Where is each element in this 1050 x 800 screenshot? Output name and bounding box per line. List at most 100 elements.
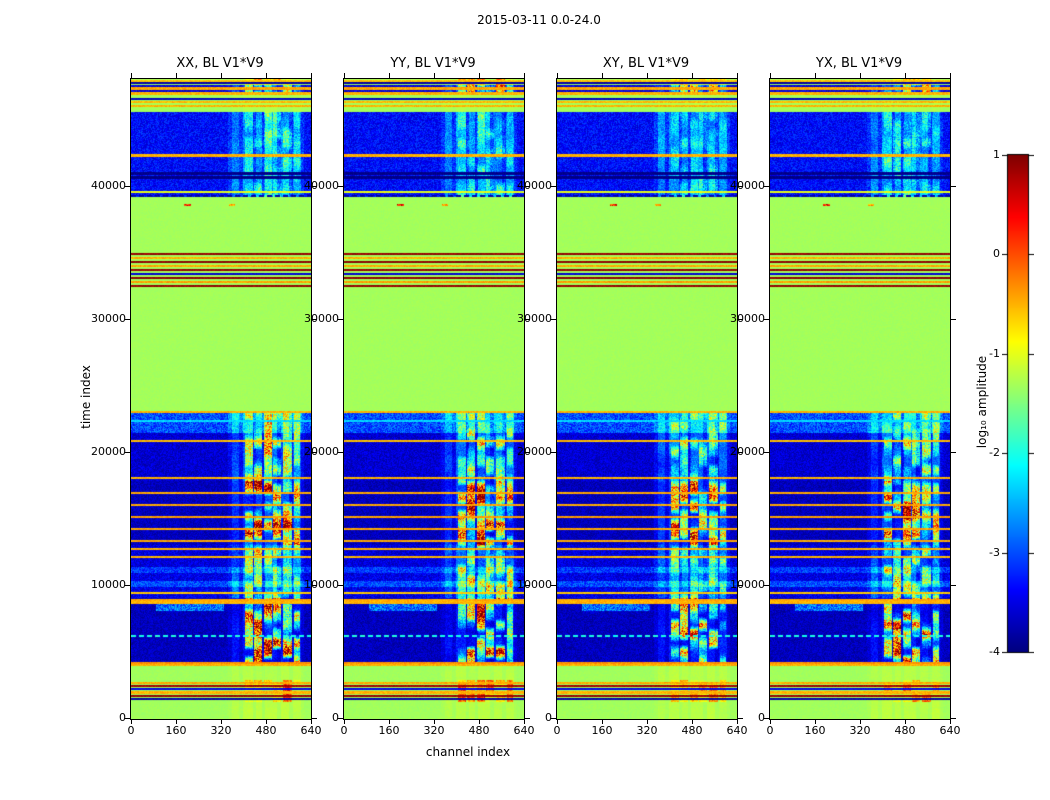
y-tick-label: 40000 — [517, 179, 552, 192]
x-tick-label: 160 — [378, 724, 400, 737]
axis-tick — [950, 719, 951, 724]
axis-tick — [125, 319, 130, 320]
axis-tick — [525, 718, 530, 719]
colorbar — [1002, 150, 1034, 657]
axis-tick — [815, 719, 816, 724]
colorbar-tick-label: 1 — [993, 148, 1000, 161]
axis-tick — [176, 719, 177, 724]
y-tick-label: 30000 — [730, 312, 765, 325]
x-tick-label: 320 — [210, 724, 232, 737]
axis-tick — [738, 585, 743, 586]
heatmap-frame-xx — [125, 73, 317, 724]
axis-tick — [312, 718, 317, 719]
axis-tick — [344, 73, 345, 78]
axis-tick — [125, 718, 130, 719]
axis-tick — [815, 73, 816, 78]
axis-tick — [737, 73, 738, 78]
axis-tick — [738, 718, 743, 719]
colorbar-tick-label: 0 — [993, 247, 1000, 261]
y-tick-label: 0 — [545, 711, 552, 724]
axis-tick — [770, 73, 771, 78]
axis-tick — [311, 719, 312, 724]
panel-title-xy: XY, BL V1*V9 — [602, 56, 690, 71]
x-tick-label: 0 — [766, 724, 774, 737]
panel-yy: YY, BL V1*V9 0 10000 20000 30000 40000 0 160 32… — [304, 56, 535, 737]
y-tick-label: 10000 — [730, 578, 765, 591]
axis-tick — [950, 73, 951, 78]
y-tick-label: 20000 — [304, 445, 339, 458]
colorbar-tick-label: -4 — [989, 645, 1000, 658]
axis-tick — [951, 186, 956, 187]
axis-tick — [738, 452, 743, 453]
axis-tick — [525, 186, 530, 187]
axis-tick — [647, 719, 648, 724]
heatmap-canvas-xx — [131, 79, 311, 719]
heatmap-frame-yy — [338, 73, 530, 724]
axis-tick — [647, 73, 648, 78]
axis-tick — [525, 319, 530, 320]
x-tick-label: 480 — [894, 724, 916, 737]
axis-tick — [434, 73, 435, 78]
x-tick-label: 640 — [726, 724, 748, 737]
panel-title-yx: YX, BL V1*V9 — [815, 56, 903, 71]
x-tick-label: 0 — [340, 724, 348, 737]
x-tick-label: 480 — [255, 724, 277, 737]
heatmap-frame-xy — [551, 73, 743, 724]
axis-tick — [125, 186, 130, 187]
axis-tick — [131, 73, 132, 78]
axis-tick — [551, 585, 556, 586]
axis-tick — [344, 719, 345, 724]
colorbar-canvas — [1002, 150, 1034, 657]
y-tick-label: 0 — [332, 711, 339, 724]
panel-title-yy: YY, BL V1*V9 — [390, 56, 476, 71]
axis-tick — [764, 718, 769, 719]
y-tick-label: 40000 — [304, 179, 339, 192]
axis-tick — [860, 719, 861, 724]
colorbar-tick-label: -3 — [989, 545, 1000, 559]
axis-tick — [131, 719, 132, 724]
x-tick-label: 160 — [804, 724, 826, 737]
axis-tick — [312, 452, 317, 453]
x-tick-label: 640 — [513, 724, 535, 737]
x-tick-label: 480 — [468, 724, 490, 737]
axis-tick — [738, 186, 743, 187]
axis-tick — [338, 718, 343, 719]
panel-yx: YX, BL V1*V9 0 10000 20000 30000 40000 0 160 32… — [730, 56, 961, 737]
axis-tick — [221, 73, 222, 78]
axis-tick — [338, 319, 343, 320]
axis-tick — [905, 73, 906, 78]
y-tick-label: 40000 — [91, 179, 126, 192]
heatmap-frame-yx — [764, 73, 956, 724]
y-tick-label: 20000 — [730, 445, 765, 458]
y-tick-label: 0 — [758, 711, 765, 724]
axis-tick — [692, 73, 693, 78]
axis-tick — [951, 718, 956, 719]
axis-tick — [764, 585, 769, 586]
colorbar-tick-label: -2 — [989, 446, 1000, 460]
axis-tick — [764, 186, 769, 187]
axis-tick — [951, 319, 956, 320]
y-tick-label: 20000 — [91, 445, 126, 458]
axis-tick — [389, 73, 390, 78]
axis-tick — [737, 719, 738, 724]
axis-tick — [524, 719, 525, 724]
axis-tick — [951, 452, 956, 453]
y-tick-label: 40000 — [730, 179, 765, 192]
axis-tick — [524, 73, 525, 78]
axis-tick — [266, 73, 267, 78]
axis-tick — [551, 718, 556, 719]
y-tick-label: 30000 — [91, 312, 126, 325]
colorbar-tick-label: -1 — [989, 346, 1000, 360]
axis-tick — [764, 452, 769, 453]
y-tick-label: 10000 — [91, 578, 126, 591]
axis-tick — [764, 319, 769, 320]
figure-title: 2015-03-11 0.0-24.0 — [477, 13, 601, 27]
axis-tick — [221, 719, 222, 724]
axis-tick — [338, 585, 343, 586]
axis-tick — [125, 585, 130, 586]
axis-tick — [479, 73, 480, 78]
y-axis-label: time index — [79, 365, 93, 429]
x-tick-label: 0 — [553, 724, 561, 737]
axis-tick — [312, 186, 317, 187]
axis-tick — [557, 719, 558, 724]
